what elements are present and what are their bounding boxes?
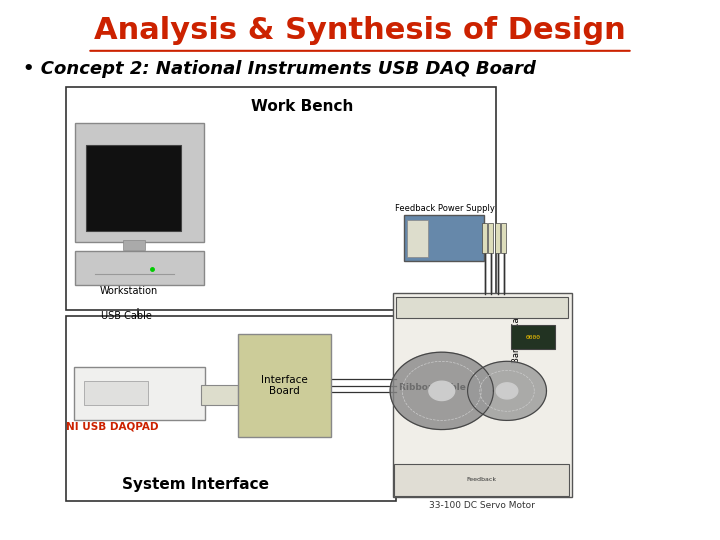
- Text: 0000: 0000: [526, 335, 540, 340]
- FancyBboxPatch shape: [66, 87, 496, 310]
- FancyBboxPatch shape: [395, 464, 570, 496]
- FancyBboxPatch shape: [501, 223, 506, 253]
- FancyBboxPatch shape: [74, 367, 205, 420]
- Text: Feedback: Feedback: [467, 477, 497, 482]
- Text: NI USB DAQPAD: NI USB DAQPAD: [66, 422, 159, 432]
- Text: Feedback Power Supply: Feedback Power Supply: [395, 204, 495, 213]
- Text: • Concept 2: National Instruments USB DAQ Board: • Concept 2: National Instruments USB DA…: [23, 59, 536, 78]
- Text: USB Cable: USB Cable: [102, 310, 153, 321]
- FancyBboxPatch shape: [238, 334, 331, 436]
- Polygon shape: [496, 383, 518, 399]
- FancyBboxPatch shape: [495, 223, 500, 253]
- Polygon shape: [467, 361, 546, 421]
- Text: Interface
Board: Interface Board: [261, 375, 308, 396]
- FancyBboxPatch shape: [393, 293, 572, 497]
- Polygon shape: [429, 381, 454, 401]
- FancyBboxPatch shape: [75, 123, 204, 242]
- Polygon shape: [390, 352, 493, 429]
- Text: 33-100 DC Servo Motor: 33-100 DC Servo Motor: [429, 501, 535, 510]
- FancyBboxPatch shape: [86, 145, 181, 231]
- FancyBboxPatch shape: [75, 251, 204, 285]
- FancyBboxPatch shape: [123, 240, 145, 249]
- FancyBboxPatch shape: [396, 297, 568, 319]
- Text: Analysis & Synthesis of Design: Analysis & Synthesis of Design: [94, 16, 626, 45]
- Text: System Interface: System Interface: [122, 477, 269, 492]
- FancyBboxPatch shape: [405, 215, 484, 261]
- FancyBboxPatch shape: [510, 325, 555, 349]
- FancyBboxPatch shape: [407, 220, 428, 256]
- FancyBboxPatch shape: [488, 223, 493, 253]
- FancyBboxPatch shape: [482, 223, 487, 253]
- Text: Banana Cables: Banana Cables: [512, 300, 521, 363]
- Text: Workstation: Workstation: [100, 286, 158, 296]
- Text: Ribbon Cable: Ribbon Cable: [400, 383, 467, 391]
- FancyBboxPatch shape: [84, 381, 148, 406]
- FancyBboxPatch shape: [66, 316, 396, 501]
- FancyBboxPatch shape: [201, 385, 238, 406]
- Text: Work Bench: Work Bench: [251, 99, 354, 113]
